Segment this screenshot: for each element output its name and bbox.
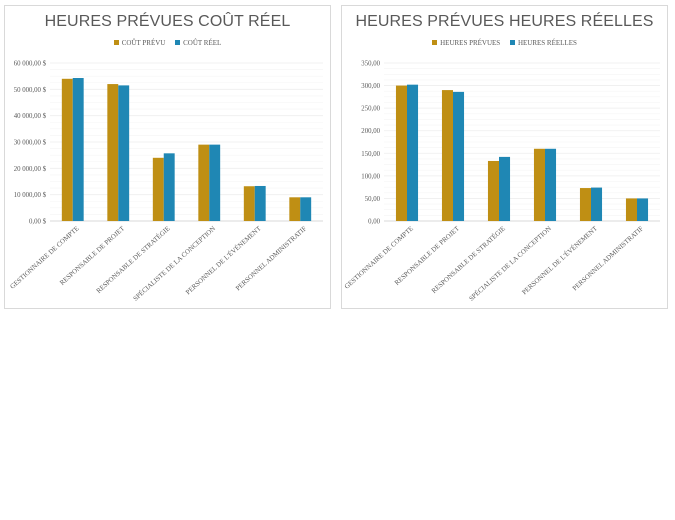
- y-tick-label: 100,00: [361, 173, 380, 180]
- y-tick-label: 50,00: [365, 196, 381, 203]
- legend-label-series-2: COÛT RÉEL: [183, 39, 222, 47]
- x-tick-label: PERSONNEL DE L'ÉVÉNEMENT: [520, 224, 599, 296]
- y-tick-label: 200,00: [361, 128, 380, 135]
- bar-series-2: [72, 78, 84, 221]
- bar-series-1: [395, 85, 407, 221]
- bar-series-1: [107, 84, 119, 221]
- y-tick-label: 20 000,00 $: [14, 166, 47, 173]
- x-tick-label: SPÉCIALISTE DE LA CONCEPTION: [467, 224, 553, 302]
- cost-chart-plot: 0,00 $ 10 000,00 $ 20 000,00 $ 30 000,00 $ 4…: [9, 61, 323, 303]
- bar-series-1: [441, 90, 453, 221]
- legend-item-series-2: HEURES RÉELLES: [509, 39, 577, 47]
- x-tick-label: PERSONNEL DE L'ÉVÉNEMENT: [184, 224, 263, 296]
- y-tick-label: 10 000,00 $: [14, 192, 47, 199]
- bar-series-2: [209, 144, 221, 221]
- y-tick-label: 60 000,00 $: [14, 61, 47, 68]
- chart-legend: COÛT PRÉVU COÛT RÉEL: [5, 39, 330, 47]
- bar-series-2: [453, 91, 465, 222]
- bar-series-2: [254, 185, 266, 221]
- x-tick-label: SPÉCIALISTE DE LA CONCEPTION: [132, 224, 218, 302]
- bar-series-2: [118, 85, 130, 221]
- y-tick-label: 40 000,00 $: [14, 113, 47, 120]
- hours-chart-plot: 0,00 50,00 100,00 150,00 200,00 250,00 300,00 3…: [343, 61, 660, 303]
- bar-series-1: [289, 197, 301, 221]
- y-tick-label: 0,00: [368, 219, 380, 226]
- bar-series-2: [637, 198, 649, 221]
- x-tick-label: RESPONSABLE DE STRATÉGIE: [430, 225, 507, 295]
- bar-series-1: [61, 78, 73, 221]
- y-tick-label: 250,00: [361, 106, 380, 113]
- legend-label-series-1: COÛT PRÉVU: [121, 39, 166, 47]
- bar-series-2: [591, 187, 603, 221]
- bar-series-2: [545, 148, 557, 221]
- legend-swatch-series-2: [509, 40, 515, 45]
- legend-swatch-series-1: [113, 40, 119, 45]
- chart-title: HEURES PRÉVUES HEURES RÉELLES: [355, 13, 654, 30]
- bar-series-2: [300, 197, 312, 221]
- chart-legend: HEURES PRÉVUES HEURES RÉELLES: [342, 39, 667, 47]
- legend-item-series-1: HEURES PRÉVUES: [432, 39, 500, 47]
- x-tick-label: RESPONSABLE DE STRATÉGIE: [95, 225, 172, 295]
- bar-series-1: [198, 144, 210, 221]
- bar-series-1: [487, 160, 499, 221]
- y-tick-label: 300,00: [361, 83, 380, 90]
- y-tick-label: 50 000,00 $: [14, 87, 47, 94]
- legend-item-series-2: COÛT RÉEL: [175, 39, 221, 47]
- chart-panel-hours: HEURES PRÉVUES HEURES RÉELLES HEURES PRÉ…: [341, 5, 668, 309]
- legend-label-series-1: HEURES PRÉVUES: [440, 39, 501, 47]
- bar-series-1: [152, 157, 164, 221]
- bar-series-1: [243, 186, 255, 221]
- legend-swatch-series-2: [175, 40, 181, 45]
- chart-panel-cost: HEURES PRÉVUES COÛT RÉEL COÛT PRÉVU COÛT…: [4, 5, 331, 309]
- y-tick-label: 0,00 $: [29, 219, 47, 226]
- y-tick-label: 30 000,00 $: [14, 140, 47, 147]
- bar-series-2: [407, 84, 419, 221]
- bar-series-2: [499, 156, 511, 221]
- legend-item-series-1: COÛT PRÉVU: [113, 39, 166, 47]
- y-tick-label: 350,00: [361, 61, 380, 68]
- bar-series-1: [533, 148, 545, 221]
- legend-label-series-2: HEURES RÉELLES: [517, 39, 577, 47]
- bar-series-2: [163, 153, 175, 221]
- legend-swatch-series-1: [432, 40, 438, 45]
- bar-series-1: [625, 198, 637, 221]
- y-tick-label: 150,00: [361, 151, 380, 158]
- bar-series-1: [579, 188, 591, 221]
- chart-title: HEURES PRÉVUES COÛT RÉEL: [44, 13, 291, 30]
